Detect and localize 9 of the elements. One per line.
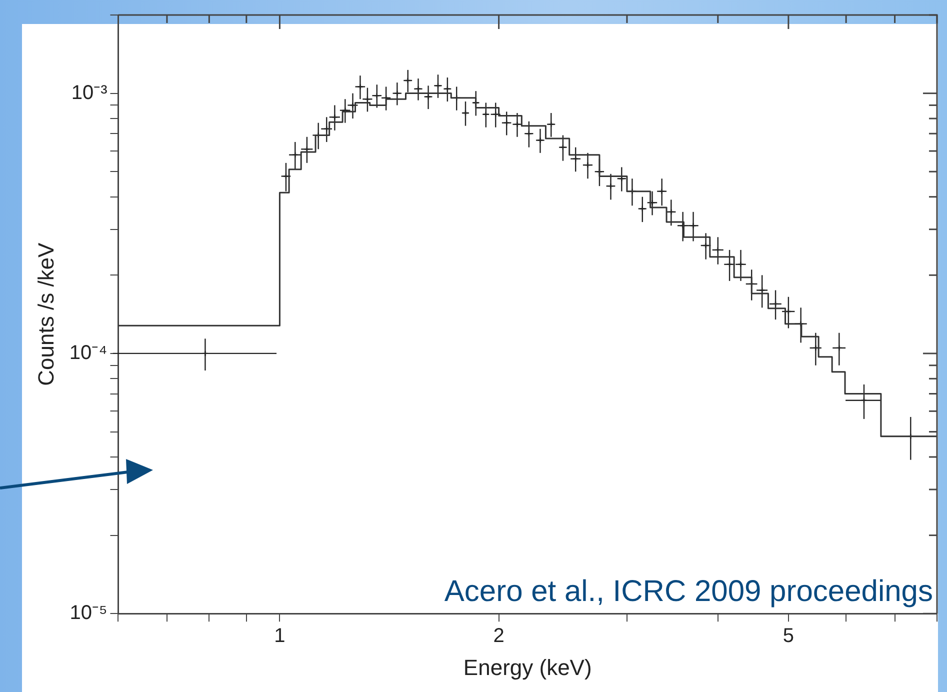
- y-tick-label: 10⁻³: [71, 82, 108, 104]
- x-tick-label: 2: [493, 625, 504, 648]
- x-axis-title: Energy (keV): [463, 654, 592, 680]
- x-tick-label: 5: [782, 625, 794, 648]
- x-tick-label: 1: [274, 625, 286, 648]
- y-axis-title: Counts /s /keV: [33, 242, 58, 386]
- y-tick-label: 10⁻⁵: [70, 602, 108, 624]
- y-tick-label: 10⁻⁴: [69, 342, 108, 364]
- annotation: Acero et al., ICRC 2009 proceedings: [444, 574, 933, 608]
